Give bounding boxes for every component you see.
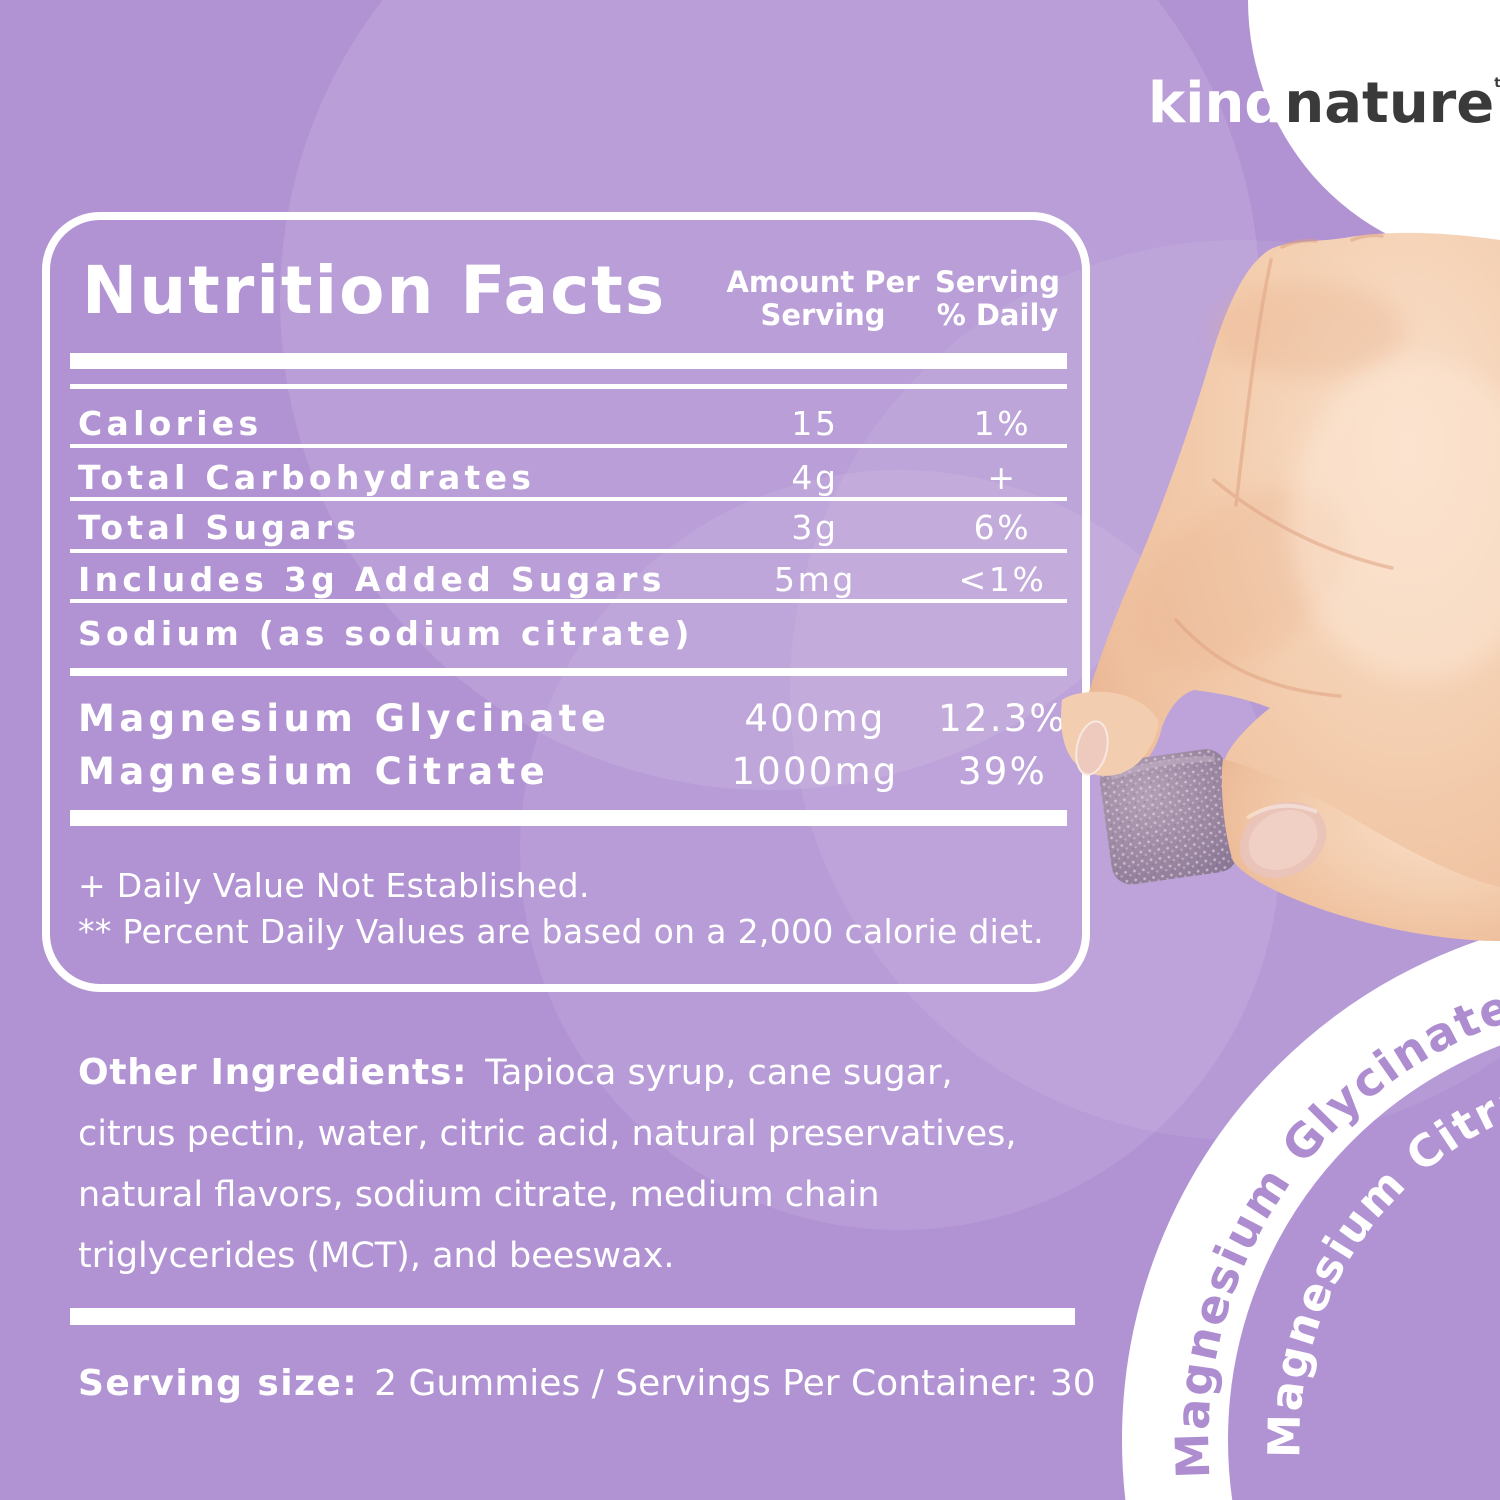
row-label: Magnesium Citrate <box>78 750 550 793</box>
row-amount: 5mg <box>773 560 856 599</box>
row-daily-value: 6% <box>973 508 1032 547</box>
header-rule-thick <box>70 353 1067 369</box>
table-row-total-sugars: Total Sugars 3g 6% <box>78 506 1078 550</box>
row-daily-value: 39% <box>958 750 1047 793</box>
other-ingredients-section: Other Ingredients: Tapioca syrup, cane su… <box>78 1042 1058 1287</box>
bottom-divider-rule <box>70 1308 1075 1325</box>
nutrition-panel-title: Nutrition Facts <box>82 252 667 329</box>
ingredients-line-3: natural flavors, sodium citrate, medium … <box>78 1175 880 1215</box>
section-rule-medium <box>70 668 1067 676</box>
row-label: Total Carbohydrates <box>78 458 536 497</box>
header-rule-thin <box>70 384 1067 389</box>
row-amount: 15 <box>791 404 839 443</box>
table-row-sodium: Sodium (as sodium citrate) <box>78 612 1078 656</box>
trademark-mark: tm <box>1494 76 1500 91</box>
table-row-added-sugars: Includes 3g Added Sugars 5mg <1% <box>78 558 1078 602</box>
ingredients-text: Tapioca syrup, cane sugar, <box>485 1053 953 1093</box>
serving-size-value: 2 Gummies / Servings Per Container: 30 <box>374 1363 1096 1404</box>
row-label: Magnesium Glycinate <box>78 697 611 740</box>
thumb-nail-highlight <box>1245 803 1318 820</box>
row-daily-value: + <box>987 458 1018 497</box>
table-row-carbohydrates: Total Carbohydrates 4g + <box>78 456 1078 500</box>
row-separator <box>70 444 1067 448</box>
column-header-daily: Serving % Daily <box>900 266 1095 332</box>
gummy-facet-highlight <box>1110 755 1215 781</box>
table-row-magnesium-citrate: Magnesium Citrate 1000mg 39% <box>78 748 1078 796</box>
table-row-magnesium-glycinate: Magnesium Glycinate 400mg 12.3% <box>78 695 1078 743</box>
row-amount: 4g <box>791 458 839 497</box>
row-daily-value: 12.3% <box>938 697 1067 740</box>
white-arc-band <box>1122 933 1500 1500</box>
row-separator <box>70 549 1067 553</box>
gummy-cube <box>1099 749 1238 885</box>
column-header-amount-line1: Amount Per <box>726 265 920 299</box>
row-daily-value: <1% <box>958 560 1047 599</box>
knuckle-shading <box>1215 282 1405 378</box>
ingredients-line-2: citrus pectin, water, citric acid, natur… <box>78 1114 1017 1154</box>
section-rule-thick <box>70 810 1067 826</box>
row-amount: 3g <box>791 508 839 547</box>
background-circle-decor <box>280 0 1260 790</box>
logo-nature: nature <box>1284 71 1495 136</box>
column-header-daily-line1: Serving <box>934 265 1061 299</box>
row-amount: 400mg <box>744 697 886 740</box>
ingredients-label: Other Ingredients: <box>78 1052 468 1093</box>
column-header-amount-line2: Serving <box>760 298 886 332</box>
row-label: Total Sugars <box>78 508 361 547</box>
nutrition-panel-border <box>42 212 1090 992</box>
serving-size-line: Serving size: 2 Gummies / Servings Per Co… <box>78 1362 1096 1406</box>
serving-size-label: Serving size: <box>78 1363 359 1404</box>
ingredients-line-1: Other Ingredients: Tapioca syrup, cane su… <box>78 1042 1058 1104</box>
hand-highlight <box>1290 360 1500 680</box>
ingredients-line-4: triglycerides (MCT), and beeswax. <box>78 1236 675 1276</box>
row-label: Sodium (as sodium citrate) <box>78 614 694 653</box>
row-label: Calories <box>78 404 263 443</box>
row-separator <box>70 497 1067 501</box>
footnote-daily-value: + Daily Value Not Established. <box>78 866 590 905</box>
row-daily-value: 1% <box>973 404 1032 443</box>
row-label: Includes 3g Added Sugars <box>78 560 666 599</box>
logo-kind: kind <box>1148 71 1285 136</box>
footnote-percent-daily: ** Percent Daily Values are based on a 2… <box>78 912 1044 951</box>
column-header-amount: Amount Per Serving <box>718 266 928 332</box>
table-row-calories: Calories 15 1% <box>78 402 1078 446</box>
index-fingernail <box>1075 720 1109 776</box>
thumb-nail-plate <box>1248 810 1318 870</box>
skin-creases <box>1174 233 1394 698</box>
gummy-sugar-texture <box>1099 749 1238 885</box>
column-header-daily-line2: % Daily <box>936 298 1059 332</box>
row-separator <box>70 599 1067 603</box>
brand-logo: kindnaturetm <box>1148 74 1500 134</box>
row-amount: 1000mg <box>731 750 899 793</box>
